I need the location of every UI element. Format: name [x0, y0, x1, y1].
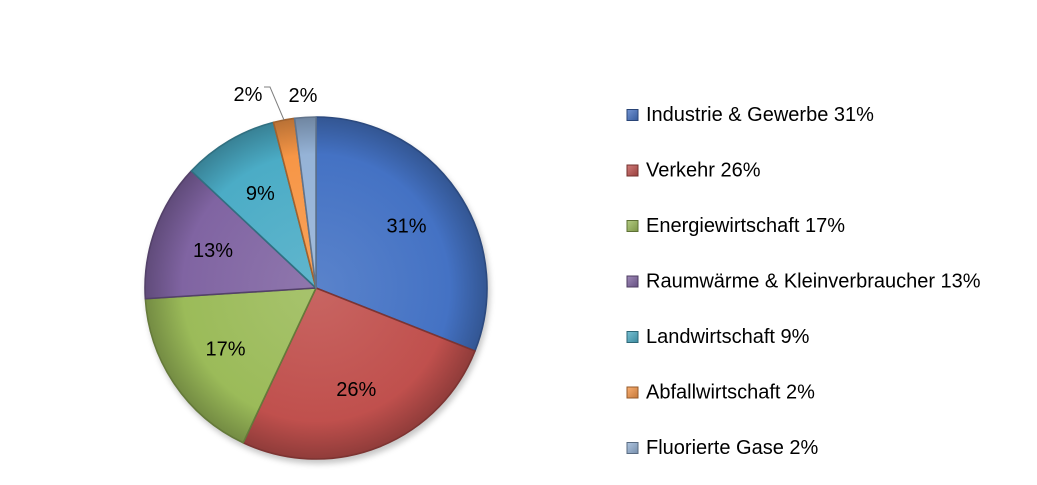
legend-swatch-industrie-gewerbe — [626, 109, 639, 121]
legend-swatch-abfallwirtschaft — [626, 386, 639, 399]
legend-label-abfallwirtschaft: Abfallwirtschaft 2% — [646, 382, 815, 404]
pie-slice-energiewirtschaft — [144, 287, 317, 444]
leader-line-abfallwirtschaft — [264, 86, 285, 121]
pie-slice-fluorierte-gase — [293, 116, 317, 289]
pie-slices — [144, 116, 488, 460]
data-label-abfallwirtschaft: 2% — [234, 84, 263, 106]
legend-label-industrie-gewerbe: Industrie & Gewerbe 31% — [646, 104, 874, 126]
legend-item-energiewirtschaft: Energiewirtschaft 17% — [626, 215, 845, 237]
pie-slice-verkehr — [242, 287, 476, 460]
data-label-industrie-gewerbe: 31% — [386, 216, 426, 238]
legend-swatch-verkehr — [626, 164, 639, 177]
legend-swatch-landwirtschaft — [626, 331, 639, 343]
pie-slice-industrie-gewerbe — [315, 116, 488, 352]
legend: Industrie & Gewerbe 31% Verkehr 26% Energi… — [626, 104, 981, 459]
legend-swatch-energiewirtschaft — [626, 220, 639, 232]
legend-swatch-raumwaerme-kleinverbraucher — [626, 275, 639, 288]
legend-item-fluorierte-gase: Fluorierte Gase 2% — [626, 437, 819, 459]
legend-item-abfallwirtschaft: Abfallwirtschaft 2% — [626, 382, 815, 404]
legend-swatch-fluorierte-gase — [626, 442, 639, 454]
legend-item-verkehr: Verkehr 26% — [626, 160, 761, 182]
legend-label-landwirtschaft: Landwirtschaft 9% — [646, 326, 810, 348]
legend-item-raumwaerme-kleinverbraucher: Raumwärme & Kleinverbraucher 13% — [626, 271, 981, 293]
legend-label-raumwaerme-kleinverbraucher: Raumwärme & Kleinverbraucher 13% — [646, 271, 981, 293]
legend-item-landwirtschaft: Landwirtschaft 9% — [626, 326, 810, 348]
pie-slice-raumwaerme-kleinverbraucher — [144, 170, 317, 300]
data-label-energiewirtschaft: 17% — [205, 339, 245, 361]
legend-label-energiewirtschaft: Energiewirtschaft 17% — [646, 215, 845, 237]
legend-label-verkehr: Verkehr 26% — [646, 160, 761, 182]
data-labels: 31% 26% 17% 13% 9% 2% 2% — [193, 84, 427, 401]
data-label-fluorierte-gase: 2% — [289, 85, 318, 107]
legend-item-industrie-gewerbe: Industrie & Gewerbe 31% — [626, 104, 874, 126]
legend-label-fluorierte-gase: Fluorierte Gase 2% — [646, 437, 819, 459]
data-label-raumwaerme-kleinverbraucher: 13% — [193, 240, 233, 262]
data-label-verkehr: 26% — [336, 379, 376, 401]
data-label-landwirtschaft: 9% — [246, 183, 275, 205]
pie-slice-landwirtschaft — [190, 121, 317, 289]
